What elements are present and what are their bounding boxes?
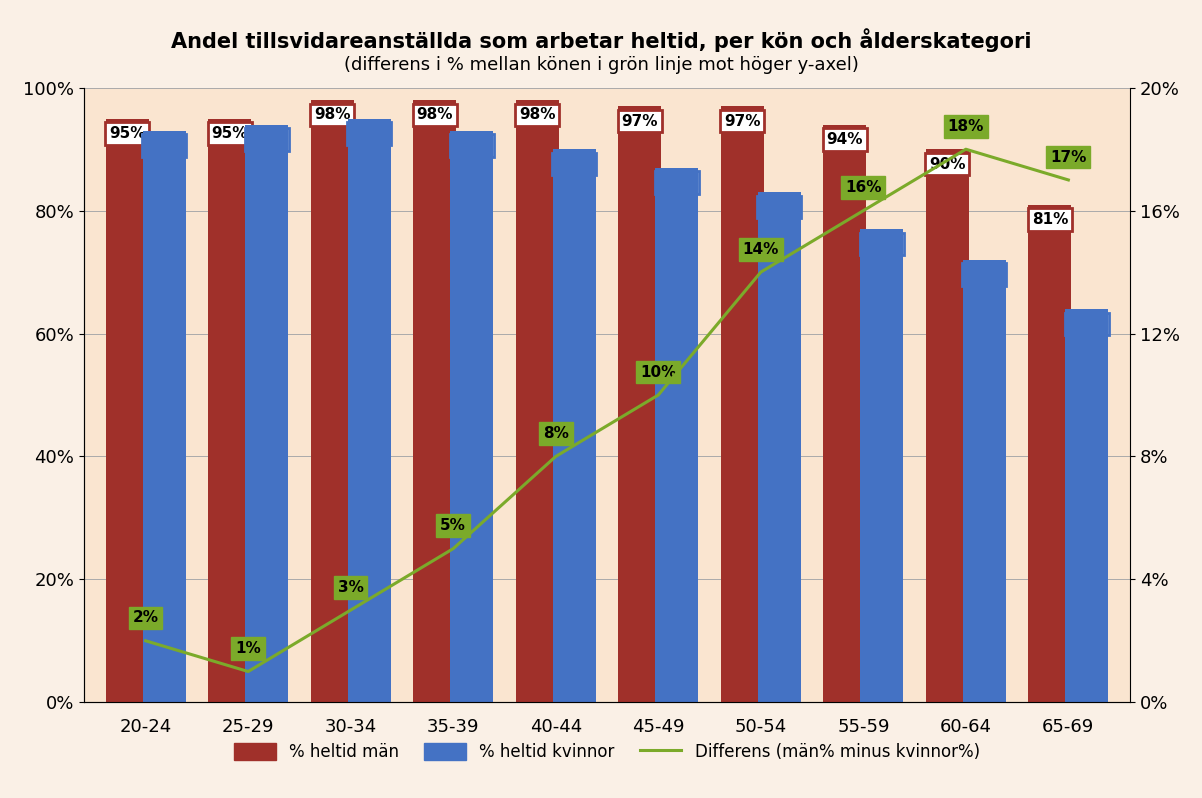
Text: Andel tillsvidareanställda som arbetar heltid, per kön och ålderskategori: Andel tillsvidareanställda som arbetar h… [171, 28, 1031, 52]
Text: 77%: 77% [863, 236, 900, 251]
Text: 10%: 10% [641, 365, 677, 380]
Text: 5%: 5% [440, 518, 466, 533]
Bar [721, 106, 764, 702]
Text: 18%: 18% [947, 119, 984, 134]
Bar [106, 119, 149, 702]
Bar [208, 119, 251, 702]
Text: 14%: 14% [743, 242, 779, 257]
Text: 94%: 94% [827, 132, 863, 147]
Bar [823, 124, 867, 702]
Bar [618, 106, 661, 702]
Text: 93%: 93% [145, 138, 183, 153]
Text: 97%: 97% [621, 113, 657, 128]
Text: 83%: 83% [761, 200, 797, 215]
Bar [347, 119, 391, 702]
Text: 16%: 16% [845, 180, 881, 196]
Text: 94%: 94% [249, 132, 285, 147]
Bar [861, 229, 904, 702]
Bar [553, 149, 596, 702]
Text: 1%: 1% [236, 641, 261, 656]
Text: (differens i % mellan könen i grön linje mot höger y-axel): (differens i % mellan könen i grön linje… [344, 56, 858, 74]
Text: 87%: 87% [659, 175, 695, 190]
Text: 90%: 90% [929, 156, 965, 172]
Text: 2%: 2% [132, 610, 159, 626]
Text: 97%: 97% [724, 113, 761, 128]
Bar [310, 100, 353, 702]
Bar [245, 124, 288, 702]
Bar [757, 192, 801, 702]
Text: 98%: 98% [417, 108, 453, 122]
Text: 98%: 98% [519, 108, 555, 122]
Bar [516, 100, 559, 702]
Text: 72%: 72% [966, 267, 1002, 282]
Text: 17%: 17% [1051, 149, 1087, 164]
Text: 95%: 95% [109, 126, 145, 141]
Text: 8%: 8% [543, 426, 569, 441]
Bar [143, 131, 185, 702]
Text: 95%: 95% [351, 126, 387, 141]
Text: 3%: 3% [338, 579, 364, 595]
Bar [963, 260, 1006, 702]
Bar [655, 168, 698, 702]
Legend: % heltid män, % heltid kvinnor, Differens (män% minus kvinnor%): % heltid män, % heltid kvinnor, Differen… [227, 736, 987, 768]
Bar [1065, 309, 1108, 702]
Text: 64%: 64% [1069, 316, 1105, 331]
Text: 90%: 90% [557, 156, 593, 172]
Text: 81%: 81% [1031, 212, 1069, 227]
Bar [926, 149, 969, 702]
Bar [413, 100, 457, 702]
Text: 93%: 93% [453, 138, 490, 153]
Text: 95%: 95% [212, 126, 248, 141]
Text: 98%: 98% [314, 108, 351, 122]
Bar [1029, 204, 1071, 702]
Bar [450, 131, 493, 702]
